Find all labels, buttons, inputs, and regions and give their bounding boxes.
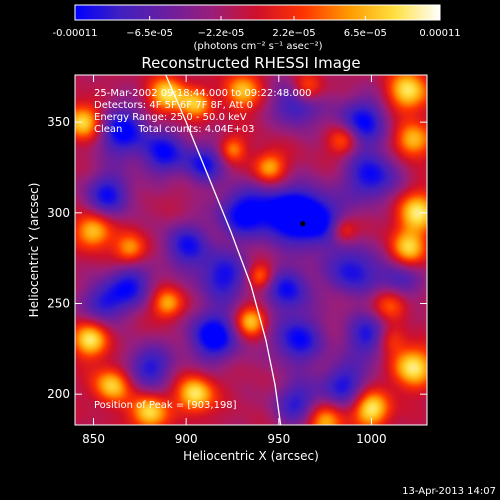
annotation-clean-counts: Clean Total counts: 4.04E+03 [94,124,254,135]
y-tick-label: 300 [47,206,70,220]
chart-title: Reconstructed RHESSI Image [141,54,360,72]
solar-limb-curve [165,75,282,425]
x-tick-label: 1000 [356,432,387,446]
y-axis-label: Heliocentric Y (arcsec) [27,183,41,318]
y-tick-label: 350 [47,115,70,129]
plot-frame [74,74,428,426]
peak-marker [300,221,306,227]
heatmap-image [75,75,427,425]
x-tick-label: 950 [267,432,290,446]
colorbar-tick-label: 0.00011 [419,28,460,39]
colorbar-tick-label: 6.5e−05 [344,28,387,39]
colorbar [74,4,441,21]
colorbar-tick-label: −6.5e-05 [126,28,173,39]
peak-position-label: Position of Peak = [903,198] [94,400,237,411]
colorbar-tick-label: -0.00011 [53,28,98,39]
annotation-detectors: Detectors: 4F 5F 6F 7F 8F, Att 0 [94,100,253,111]
colorbar-ticks: -0.00011 −6.5e-05 −2.2e-05 2.2e−05 6.5e−05 0.… [53,16,461,39]
y-tick-label: 250 [47,296,70,310]
y-tick-label: 200 [47,387,70,401]
colorbar-tick-label: −2.2e-05 [198,28,245,39]
x-axis-label: Heliocentric X (arcsec) [183,449,319,463]
annotation-time-range: 25-Mar-2002 09:18:44.000 to 09:22:48.000 [94,88,312,99]
colorbar-units: (photons cm⁻² s⁻¹ asec⁻²) [193,41,322,52]
colorbar-tick-label: 2.2e−05 [272,28,315,39]
annotation-energy-range: Energy Range: 25.0 - 50.0 keV [94,112,247,123]
footer-date: 13-Apr-2013 14:07 [402,486,496,497]
x-tick-label: 900 [175,432,198,446]
axis-ticks: 850 900 950 1000 200 250 300 350 [47,75,427,446]
x-tick-label: 850 [82,432,105,446]
